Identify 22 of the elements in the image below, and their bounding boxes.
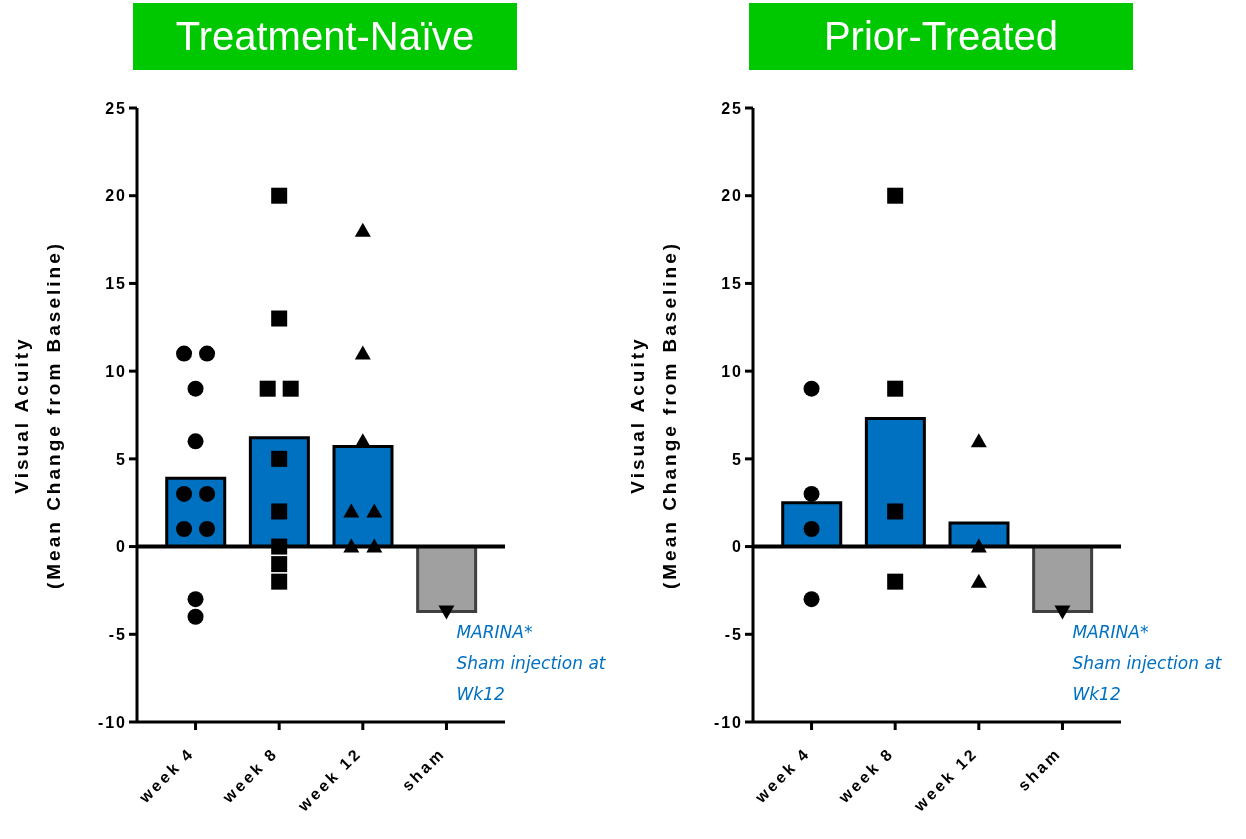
- y-tick-label: 0: [116, 538, 127, 556]
- y-tick-label: 10: [105, 362, 127, 380]
- y-axis-title: Visual Acuity (Mean Change from Baseline): [11, 240, 64, 590]
- y-tick-label: 15: [721, 275, 743, 293]
- y-tick-label: 5: [116, 450, 127, 468]
- y-tick-label: -10: [97, 713, 127, 731]
- y-tick-label: 25: [721, 99, 743, 117]
- chart-title: Treatment-Naïve: [133, 3, 517, 70]
- y-tick-label: 10: [721, 362, 743, 380]
- annotation: MARINA* Sham injection at Wk12: [456, 621, 606, 707]
- chart-title: Prior-Treated: [749, 3, 1133, 70]
- y-tick-label: -10: [713, 713, 743, 731]
- y-tick-label: 20: [721, 187, 743, 205]
- y-tick-label: 5: [732, 450, 743, 468]
- y-tick-label: 0: [732, 538, 743, 556]
- y-axis-title: Visual Acuity (Mean Change from Baseline): [627, 240, 680, 590]
- y-tick-label: 25: [105, 99, 127, 117]
- y-tick-label: 15: [105, 275, 127, 293]
- annotation: MARINA* Sham injection at Wk12: [1072, 621, 1222, 707]
- y-tick-label: -5: [108, 625, 127, 643]
- y-tick-label: 20: [105, 187, 127, 205]
- y-tick-label: -5: [724, 625, 743, 643]
